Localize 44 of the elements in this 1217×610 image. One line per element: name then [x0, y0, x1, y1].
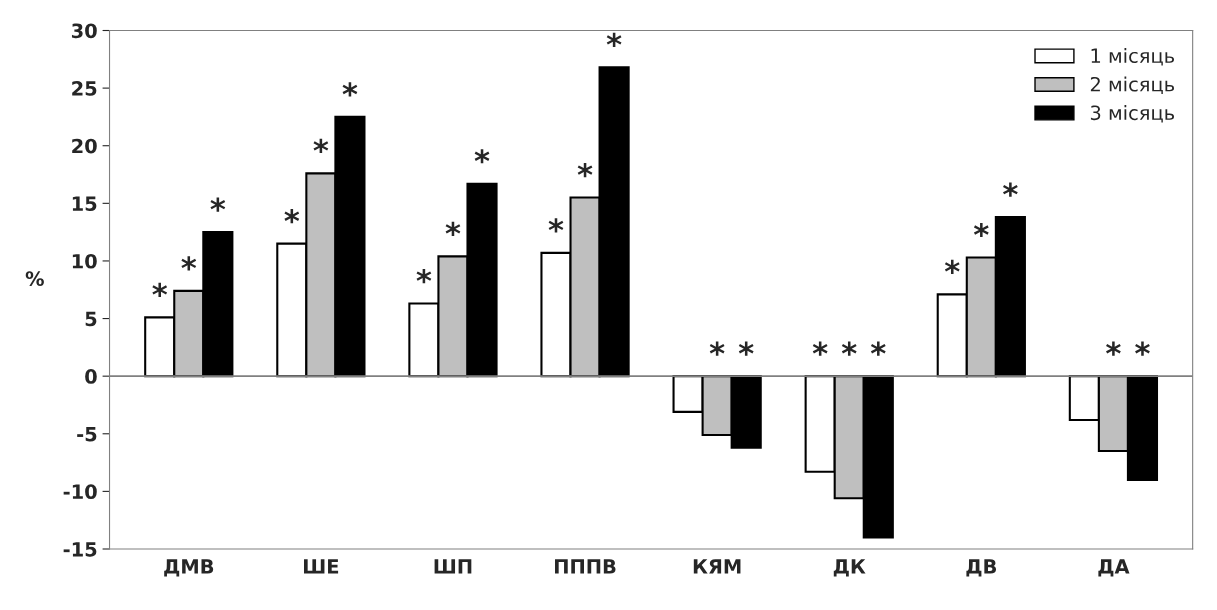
data-label: *	[416, 268, 432, 284]
y-axis-title: %	[25, 271, 44, 286]
data-label: *	[152, 282, 168, 297]
x-tick-label: ДА	[1098, 559, 1130, 577]
y-tick-label: -5	[77, 426, 97, 442]
y-tick-label: 0	[85, 369, 97, 384]
data-label: *	[812, 341, 828, 356]
data-label: *	[210, 197, 226, 212]
data-label: *	[548, 218, 564, 233]
data-label: *	[870, 341, 886, 356]
data-label: *	[1135, 341, 1150, 356]
data-label: *	[474, 149, 490, 164]
data-label: *	[342, 82, 358, 97]
y-tick-label: 20	[72, 138, 97, 154]
y-tick-label: 10	[72, 253, 97, 269]
data-label: *	[973, 222, 989, 238]
data-label: *	[181, 256, 197, 271]
y-tick-label: -15	[63, 542, 97, 557]
y-tick-label: 5	[85, 311, 97, 327]
x-tick-label: ДВ	[966, 559, 997, 577]
data-label: *	[944, 259, 960, 274]
x-tick-label: ДК	[833, 559, 866, 577]
data-label: *	[709, 341, 725, 356]
y-tick-label: 25	[72, 81, 97, 96]
legend-label: 3 місяць	[1090, 105, 1175, 123]
x-tick-label: ПППВ	[555, 559, 616, 574]
y-tick-label: 30	[71, 23, 97, 39]
data-label: *	[1003, 182, 1018, 197]
x-tick-label: ШП	[434, 559, 472, 574]
data-label: *	[1106, 341, 1121, 356]
data-label: *	[445, 221, 461, 236]
data-label: *	[313, 138, 329, 153]
y-tick-label: 15	[72, 196, 97, 211]
data-label: *	[577, 162, 593, 178]
data-label: *	[284, 209, 300, 224]
data-label: *	[738, 341, 754, 356]
data-label: *	[841, 341, 857, 356]
x-tick-label: КЯМ	[693, 559, 741, 574]
legend-label: 2 місяць	[1090, 76, 1175, 94]
y-tick-label: -10	[63, 484, 97, 500]
legend-label: 1 місяць	[1091, 48, 1175, 66]
x-tick-label: ШЕ	[304, 559, 339, 574]
data-label: *	[606, 32, 622, 47]
x-tick-label: ДМВ	[164, 559, 214, 577]
